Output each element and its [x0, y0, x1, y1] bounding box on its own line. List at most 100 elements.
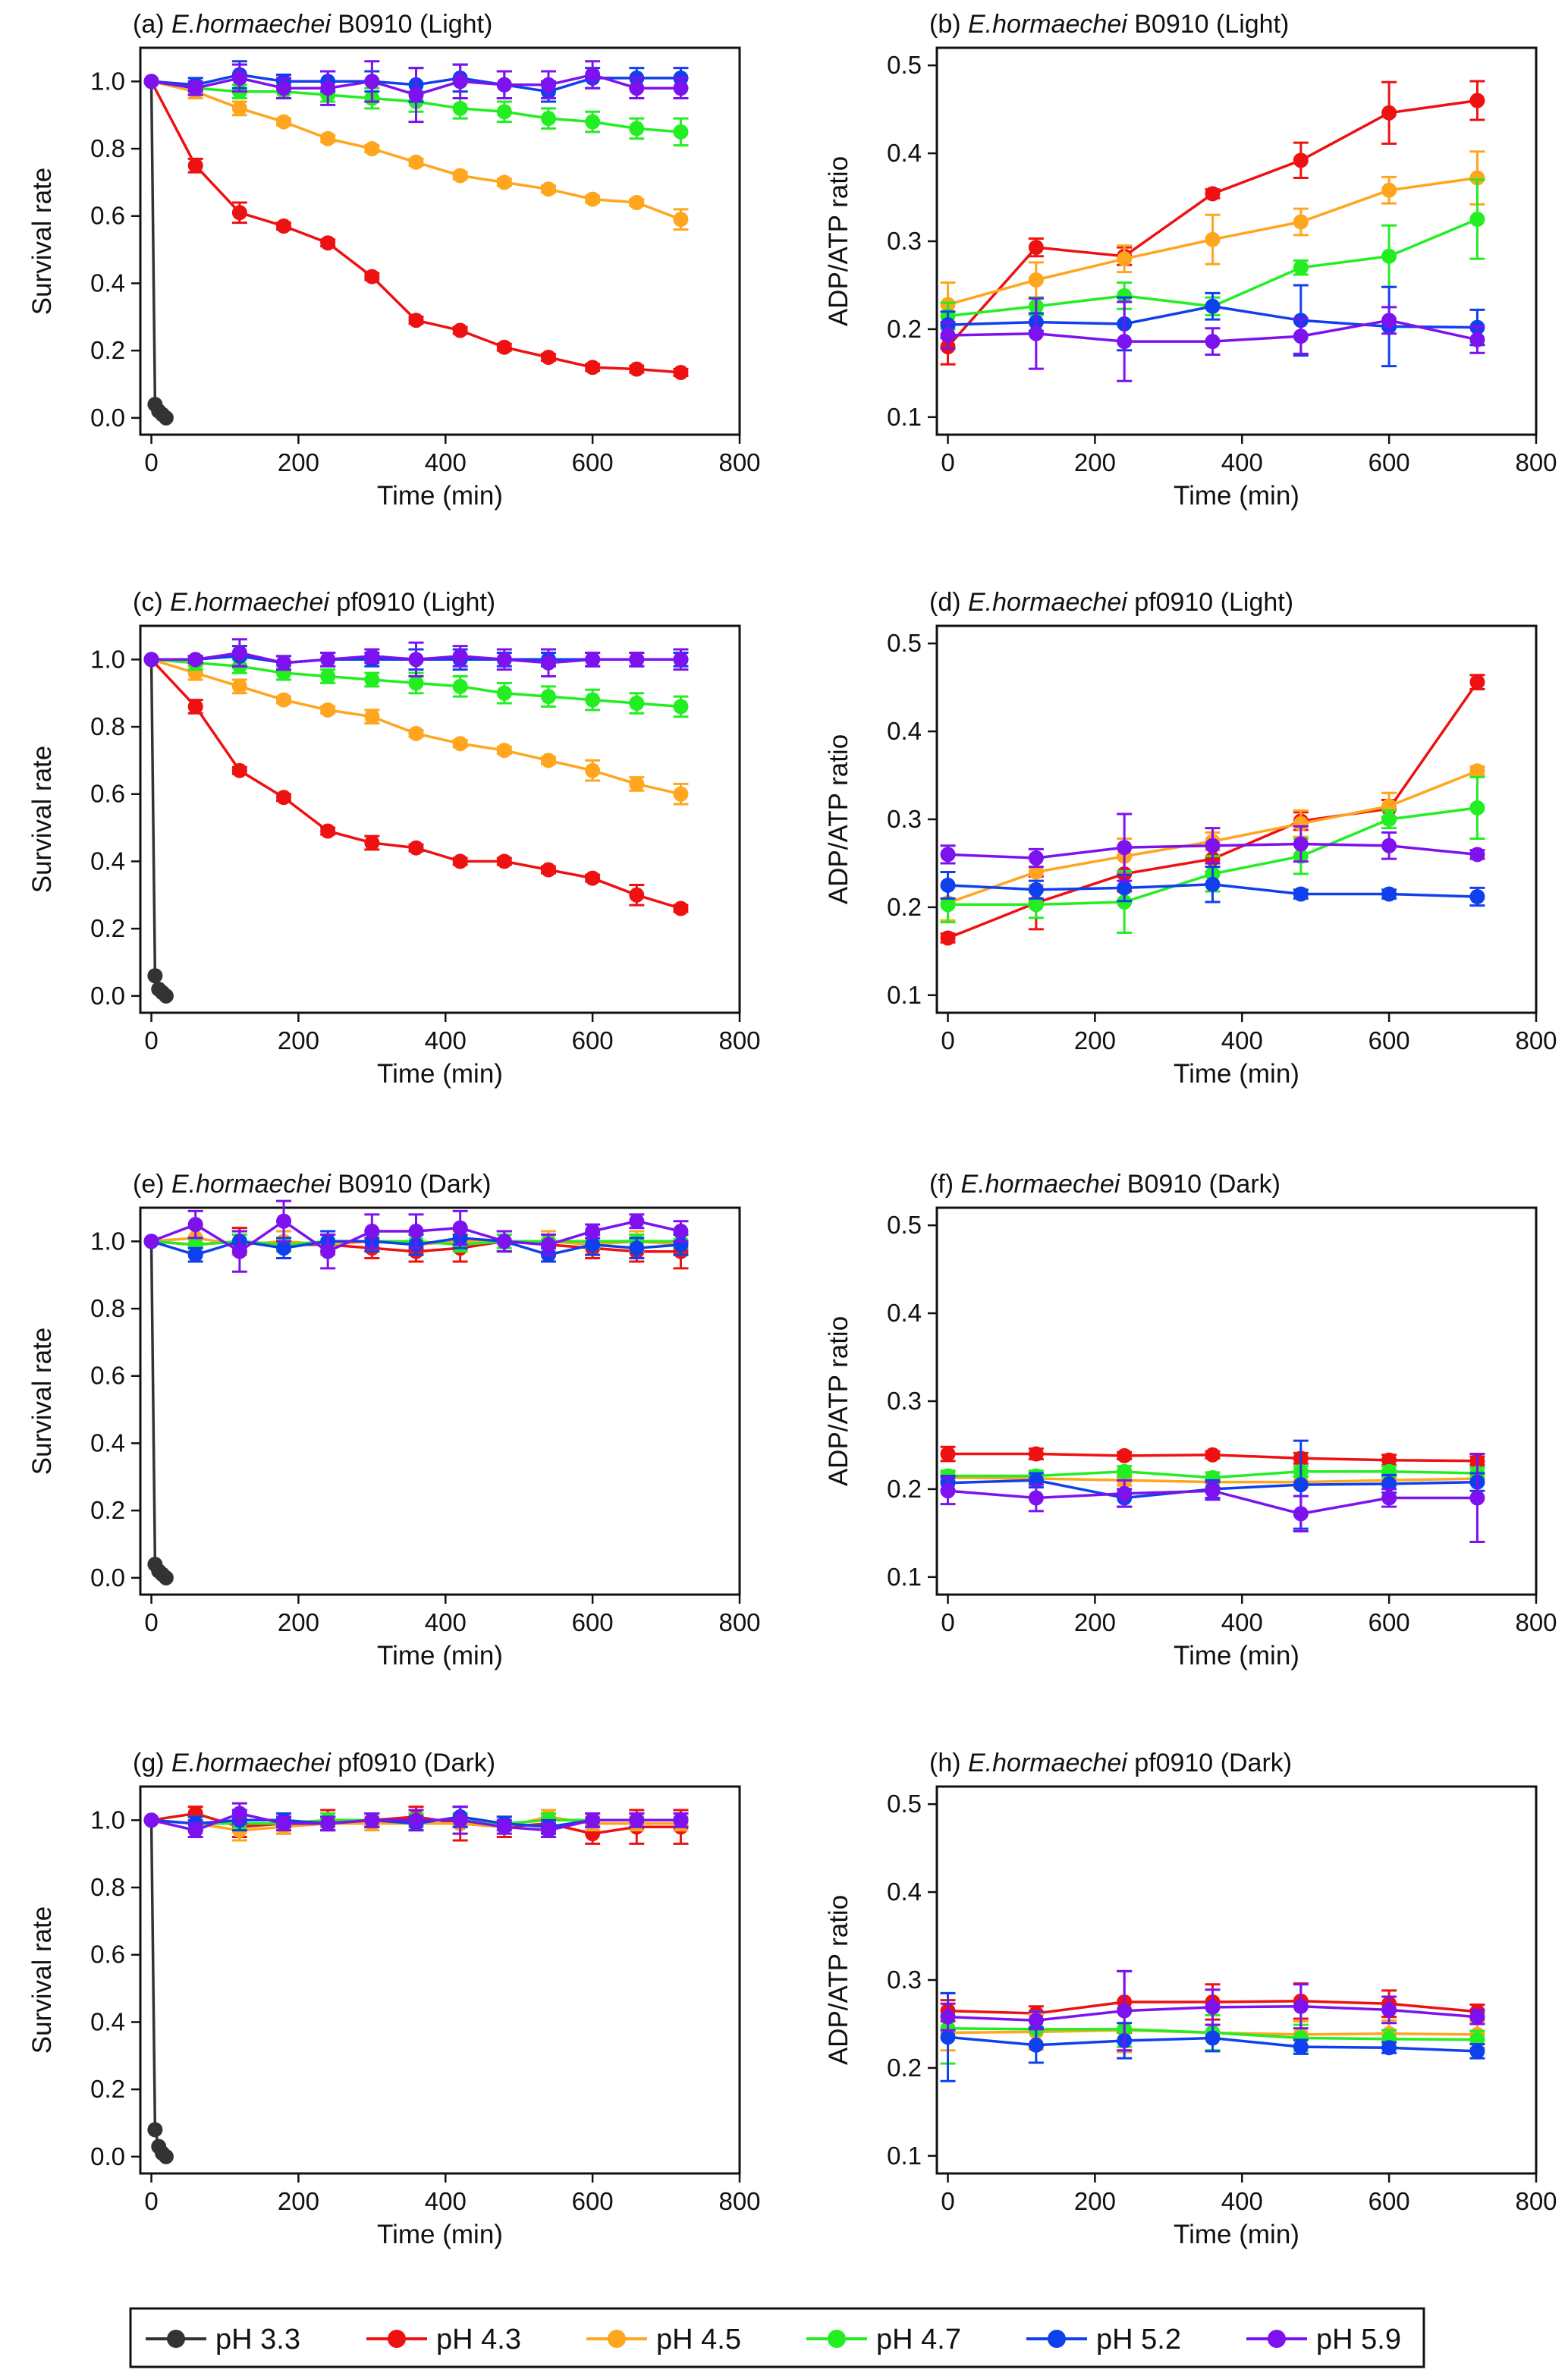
data-point [231, 100, 247, 116]
legend-box [129, 2307, 1425, 2368]
x-axis-label: Time (min) [377, 2220, 503, 2249]
panel-title-species: E.hormaechei [171, 1170, 332, 1199]
legend-marker [1048, 2330, 1066, 2348]
data-point [408, 1812, 424, 1828]
x-tick-label: 0 [144, 2187, 158, 2215]
panel-title-prefix: (a) [133, 10, 171, 39]
data-point [452, 736, 468, 752]
y-axis-label: ADP/ATP ratio [824, 156, 853, 326]
data-point [673, 900, 689, 916]
data-point [1293, 328, 1309, 344]
data-point [158, 2148, 174, 2164]
x-tick-label: 400 [1221, 1026, 1263, 1054]
y-tick-label: 0.1 [887, 2142, 922, 2170]
y-axis-label: ADP/ATP ratio [824, 1316, 853, 1486]
data-point [1381, 313, 1397, 328]
y-tick-label: 0.8 [90, 1294, 125, 1322]
x-tick-label: 800 [718, 2187, 760, 2215]
y-tick-label: 0.5 [887, 1790, 922, 1818]
panel-title-suffix: pf0910 (Dark) [1127, 1749, 1292, 1777]
data-point [187, 1217, 203, 1233]
y-axis-label: ADP/ATP ratio [824, 734, 853, 904]
panel-title-suffix: B0910 (Dark) [1120, 1170, 1280, 1199]
x-tick-label: 400 [425, 2187, 467, 2215]
data-point [1381, 812, 1397, 827]
data-point [364, 671, 380, 687]
x-tick-label: 0 [941, 1608, 954, 1636]
data-point [231, 1806, 247, 1821]
data-point [673, 364, 689, 380]
y-tick-label: 0.2 [90, 914, 125, 942]
data-point [276, 218, 292, 234]
x-axis-label: Time (min) [1174, 2220, 1299, 2249]
data-point [1293, 886, 1309, 902]
panel-c: (c) E.hormaechei pf0910 (Light) 0 200 400 60… [27, 588, 761, 1089]
panel-d: (d) E.hormaechei pf0910 (Light) 0 200 400 60… [824, 588, 1557, 1089]
data-point [629, 887, 645, 903]
data-point [673, 652, 689, 668]
y-axis-label: Survival rate [27, 1906, 57, 2054]
data-point [629, 195, 645, 210]
data-point [496, 1819, 512, 1835]
panel-title-prefix: (e) [133, 1170, 171, 1199]
data-point [408, 840, 424, 856]
data-point [452, 74, 468, 90]
data-point [1205, 876, 1221, 892]
panel-title-species: E.hormaechei [961, 1170, 1121, 1199]
data-point [1293, 152, 1309, 168]
data-point [1469, 1490, 1485, 1506]
data-point [629, 1213, 645, 1229]
data-point [1381, 886, 1397, 902]
data-point [673, 786, 689, 802]
panel-title-species: E.hormaechei [968, 10, 1128, 39]
legend-label: pH 5.9 [1316, 2324, 1401, 2356]
data-point [276, 114, 292, 130]
y-tick-label: 0.3 [887, 805, 922, 833]
data-point [1381, 1490, 1397, 1506]
series-ph-5_9 [940, 297, 1485, 382]
data-point [585, 191, 601, 207]
data-point [1028, 897, 1044, 913]
panel-title-suffix: pf0910 (Light) [1127, 588, 1293, 617]
legend-marker [388, 2330, 406, 2348]
data-point [320, 1815, 336, 1831]
data-point [1117, 1447, 1133, 1463]
y-tick-label: 0.5 [887, 629, 922, 657]
data-point [408, 675, 424, 691]
y-tick-label: 0.4 [887, 1299, 922, 1327]
panel-title-species: E.hormaechei [171, 1749, 332, 1777]
legend-item: pH 5.2 [1026, 2324, 1181, 2356]
panel-title-species: E.hormaechei [968, 588, 1128, 617]
y-tick-label: 0.4 [887, 717, 922, 745]
data-point [187, 158, 203, 174]
data-point [585, 114, 601, 130]
panel-h: (h) E.hormaechei pf0910 (Dark) 0 200 400 600… [824, 1749, 1557, 2249]
data-point [1293, 1477, 1309, 1493]
legend-marker [608, 2330, 626, 2348]
x-tick-label: 0 [941, 448, 954, 476]
y-tick-label: 0.6 [90, 1941, 125, 1969]
y-tick-label: 1.0 [90, 1227, 125, 1255]
y-tick-label: 1.0 [90, 67, 125, 95]
y-tick-label: 0.3 [887, 1387, 922, 1415]
data-point [1117, 2003, 1133, 2019]
data-point [1205, 2030, 1221, 2046]
data-point [540, 111, 556, 127]
data-point [1117, 288, 1133, 303]
y-tick-label: 0.2 [90, 1496, 125, 1524]
x-tick-label: 200 [1074, 2187, 1116, 2215]
data-point [408, 313, 424, 328]
data-point [364, 1224, 380, 1240]
data-point [673, 1224, 689, 1240]
data-point [231, 205, 247, 221]
panel-title: (b) E.hormaechei B0910 (Light) [929, 10, 1289, 39]
y-tick-label: 0.0 [90, 1564, 125, 1592]
data-point [629, 80, 645, 96]
x-tick-label: 600 [572, 448, 614, 476]
x-tick-label: 200 [278, 2187, 319, 2215]
series-ph-5_2 [940, 1991, 1485, 2082]
data-point [364, 709, 380, 724]
data-point [320, 80, 336, 96]
data-point [1117, 840, 1133, 856]
